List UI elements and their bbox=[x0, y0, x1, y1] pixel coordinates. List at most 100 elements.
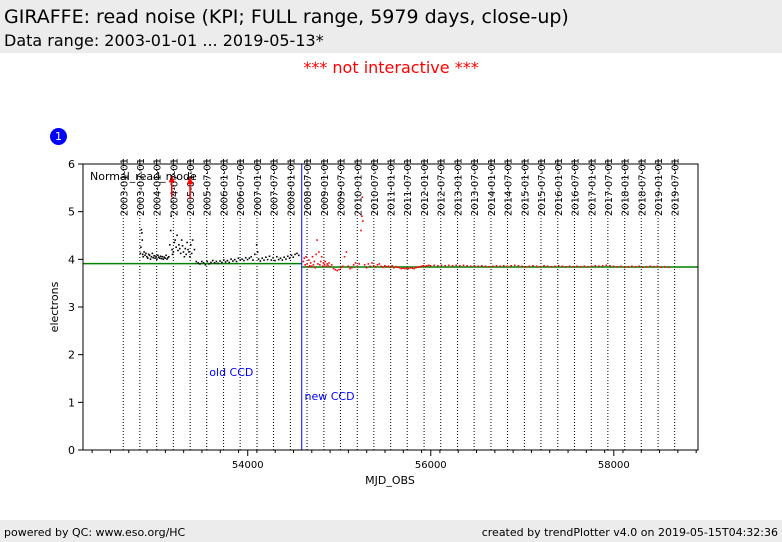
data-point bbox=[323, 264, 326, 266]
data-point bbox=[233, 258, 236, 261]
data-point bbox=[361, 196, 364, 198]
data-point bbox=[413, 267, 415, 270]
data-point bbox=[361, 215, 363, 218]
data-point bbox=[180, 239, 183, 241]
data-point bbox=[302, 260, 305, 263]
data-point bbox=[616, 265, 619, 268]
data-point bbox=[473, 265, 476, 267]
data-point bbox=[598, 265, 600, 268]
y-tick-label: 1 bbox=[68, 396, 75, 409]
data-point bbox=[256, 251, 259, 253]
data-point bbox=[283, 256, 285, 259]
data-point bbox=[365, 266, 368, 269]
data-point bbox=[312, 264, 315, 266]
data-point bbox=[426, 265, 428, 267]
data-point bbox=[466, 265, 468, 267]
data-point bbox=[178, 244, 180, 246]
data-point bbox=[371, 262, 373, 264]
data-point bbox=[226, 259, 229, 262]
top-axis-date-label: 2019-07-01 bbox=[671, 158, 682, 216]
data-point bbox=[605, 264, 608, 267]
data-point bbox=[149, 258, 152, 260]
data-point bbox=[330, 264, 333, 266]
data-point bbox=[152, 256, 155, 259]
data-point bbox=[382, 266, 384, 269]
data-point bbox=[222, 259, 225, 261]
data-point bbox=[281, 259, 284, 261]
data-point bbox=[429, 265, 432, 267]
data-point bbox=[159, 255, 162, 258]
data-point bbox=[193, 248, 196, 251]
data-point bbox=[334, 268, 337, 271]
data-point bbox=[488, 265, 490, 268]
data-point bbox=[265, 256, 267, 259]
data-point bbox=[170, 215, 172, 218]
data-point bbox=[590, 265, 593, 268]
data-point bbox=[385, 265, 388, 268]
data-point bbox=[263, 259, 265, 261]
data-point bbox=[393, 266, 395, 269]
data-point bbox=[141, 232, 143, 234]
annotations: old CCD new CCD bbox=[209, 366, 354, 403]
data-point bbox=[143, 251, 145, 253]
data-point bbox=[171, 248, 173, 251]
data-point bbox=[554, 265, 556, 268]
data-point bbox=[224, 261, 227, 263]
data-point bbox=[332, 267, 335, 270]
data-point bbox=[235, 260, 238, 263]
data-point bbox=[287, 255, 289, 258]
top-axis-date-label: 2004-01-01 bbox=[153, 158, 164, 216]
data-point bbox=[477, 265, 479, 268]
data-point bbox=[363, 264, 366, 266]
data-point bbox=[297, 254, 300, 257]
data-point bbox=[241, 258, 243, 260]
data-point bbox=[230, 258, 232, 260]
data-point bbox=[190, 252, 193, 255]
y-tick-label: 0 bbox=[68, 444, 75, 457]
footer-bar: powered by QC: www.eso.org/HC created by… bbox=[0, 520, 782, 542]
data-point bbox=[319, 264, 321, 266]
footer-generator: created by trendPlotter v4.0 on 2019-05-… bbox=[481, 526, 778, 539]
y-tick-label: 5 bbox=[68, 206, 75, 219]
data-point bbox=[495, 265, 498, 267]
y-tick-label: 3 bbox=[68, 301, 75, 314]
data-point bbox=[362, 220, 364, 222]
data-point bbox=[656, 265, 659, 268]
data-point bbox=[195, 260, 198, 263]
data-point bbox=[169, 229, 172, 232]
top-axis-date-label: 2014-01-01 bbox=[487, 158, 498, 216]
data-point bbox=[492, 265, 494, 268]
data-point bbox=[579, 265, 582, 268]
data-point bbox=[391, 265, 393, 267]
data-point bbox=[369, 265, 371, 268]
trend-chart: 2003-01-01 2003-07-01 2004-01-01 2004-07-01… bbox=[48, 158, 699, 487]
data-point bbox=[276, 255, 278, 258]
data-point bbox=[204, 264, 207, 266]
data-point bbox=[177, 249, 179, 252]
not-interactive-notice: *** not interactive *** bbox=[303, 58, 479, 77]
data-point bbox=[378, 263, 381, 265]
header-bar: GIRAFFE: read noise (KPI; FULL range, 59… bbox=[0, 0, 782, 53]
data-point bbox=[157, 254, 159, 257]
data-point bbox=[277, 258, 280, 261]
data-point bbox=[202, 262, 205, 264]
top-axis-date-label: 2019-01-01 bbox=[654, 158, 665, 216]
data-point bbox=[338, 268, 340, 271]
data-point bbox=[146, 257, 149, 259]
data-point bbox=[168, 255, 170, 258]
data-point bbox=[623, 266, 626, 269]
top-axis-date-label: 2017-07-01 bbox=[604, 158, 615, 216]
data-point bbox=[374, 265, 377, 268]
top-axis-date-label: 2014-07-01 bbox=[504, 158, 515, 216]
data-points bbox=[139, 174, 670, 272]
top-axis-date-label: 2010-07-01 bbox=[370, 158, 381, 216]
data-point bbox=[502, 265, 505, 267]
top-axis-date-label: 2003-07-01 bbox=[136, 158, 147, 216]
data-point bbox=[315, 253, 317, 256]
data-point bbox=[170, 201, 173, 203]
data-point bbox=[576, 265, 578, 268]
data-point bbox=[532, 265, 534, 267]
data-point bbox=[164, 257, 166, 259]
x-tick-label: 54000 bbox=[232, 460, 264, 471]
panel-label: Normal_read_mode bbox=[90, 170, 197, 183]
